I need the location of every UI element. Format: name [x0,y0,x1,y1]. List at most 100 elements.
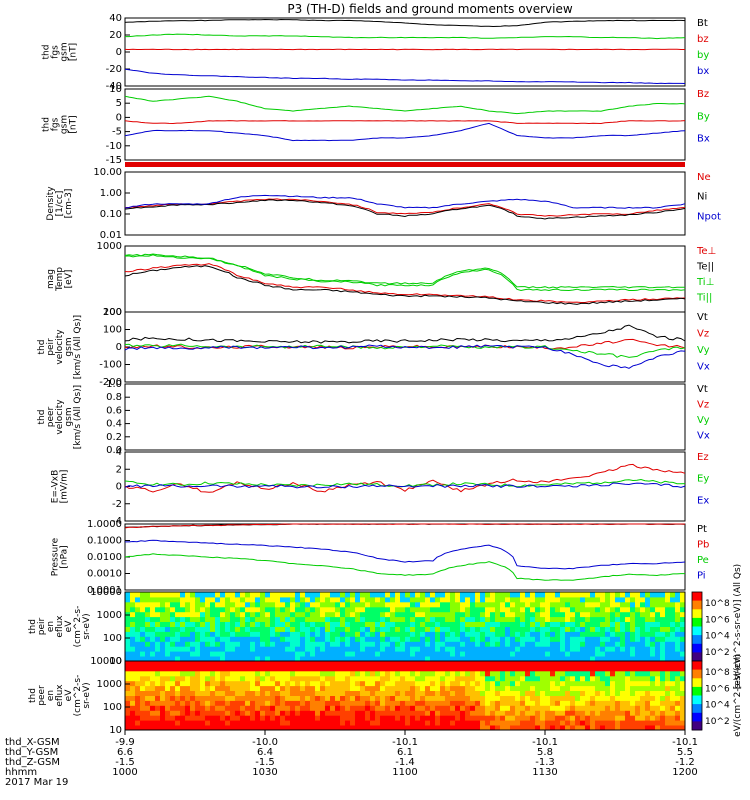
heatmap-cell [395,616,401,622]
heatmap-cell [420,695,426,701]
heatmap-cell [475,601,481,608]
heatmap-cell [170,621,176,627]
heatmap-cell [610,675,616,682]
heatmap-cell [230,700,236,706]
heatmap-cell [640,725,646,731]
heatmap-cell [485,631,491,637]
heatmap-cell [325,631,331,637]
heatmap-cell [190,661,196,667]
heatmap-cell [615,631,621,637]
heatmap-cell [385,606,391,613]
heatmap-cell [520,710,526,716]
heatmap-cell [605,710,611,716]
heatmap-cell [540,631,546,637]
heatmap-cell [290,690,296,696]
heatmap-cell [575,656,581,662]
heatmap-cell [145,656,151,662]
heatmap-cell [500,675,506,682]
heatmap-cell [160,596,166,603]
heatmap-cell [400,626,406,632]
heatmap-cell [195,720,201,726]
heatmap-cell [670,661,676,667]
heatmap-cell [220,621,226,627]
heatmap-cell [125,656,131,662]
heatmap-cell [570,641,576,647]
heatmap-cell [270,656,276,662]
heatmap-cell [210,715,216,721]
heatmap-cell [130,596,136,603]
heatmap-cell [595,616,601,622]
heatmap-cell [380,606,386,613]
heatmap-cell [205,631,211,637]
heatmap-cell [670,715,676,721]
heatmap-cell [315,680,321,687]
heatmap-cell [385,596,391,603]
heatmap-cell [615,680,621,687]
heatmap-cell [300,592,306,598]
heatmap-cell [370,626,376,632]
heatmap-cell [615,675,621,682]
heatmap-cell [615,715,621,721]
heatmap-cell [575,646,581,652]
heatmap-cell [625,636,631,642]
heatmap-cell [655,646,661,652]
heatmap-cell [565,641,571,647]
heatmap-cell [575,651,581,657]
heatmap-cell [285,631,291,637]
heatmap-cell [415,710,421,716]
heatmap-cell [590,670,596,677]
heatmap-cell [600,720,606,726]
y-tick-label: -4 [112,516,122,527]
heatmap-cell [280,601,286,608]
heatmap-cell [525,596,531,603]
heatmap-cell [125,641,131,647]
heatmap-cell [680,601,686,608]
heatmap-cell [365,720,371,726]
heatmap-cell [500,651,506,657]
heatmap-cell [530,700,536,706]
heatmap-cell [415,720,421,726]
heatmap-cell [625,725,631,731]
series-line-Bx [124,122,686,142]
heatmap-cell [185,665,191,672]
heatmap-cell [180,680,186,687]
heatmap-cell [570,631,576,637]
y-tick-label: 10000 [90,656,122,667]
heatmap-cell [455,606,461,613]
heatmap-cell [365,700,371,706]
heatmap-cell [515,616,521,622]
heatmap-cell [210,592,216,598]
heatmap-cell [230,616,236,622]
heatmap-cell [575,641,581,647]
heatmap-cell [660,601,666,608]
heatmap-cell [240,680,246,687]
heatmap-cell [645,646,651,652]
heatmap-cell [450,700,456,706]
heatmap-cell [345,720,351,726]
heatmap-cell [125,636,131,642]
heatmap-cell [390,651,396,657]
heatmap-cell [275,621,281,627]
heatmap-cell [145,596,151,603]
heatmap-cell [595,626,601,632]
heatmap-cell [650,665,656,672]
heatmap-cell [600,601,606,608]
heatmap-cell [485,680,491,687]
heatmap-cell [200,656,206,662]
heatmap-cell [175,606,181,613]
heatmap-cell [355,685,361,691]
heatmap-cell [145,636,151,642]
heatmap-cell [130,646,136,652]
heatmap-cell [595,685,601,691]
heatmap-cell [430,616,436,622]
heatmap-cell [205,710,211,716]
heatmap-cell [505,636,511,642]
heatmap-cell [295,601,301,608]
heatmap-cell [175,705,181,711]
heatmap-cell [185,641,191,647]
heatmap-cell [240,661,246,667]
heatmap-cell [590,636,596,642]
heatmap-cell [275,661,281,667]
heatmap-cell [355,596,361,603]
heatmap-cell [230,665,236,672]
